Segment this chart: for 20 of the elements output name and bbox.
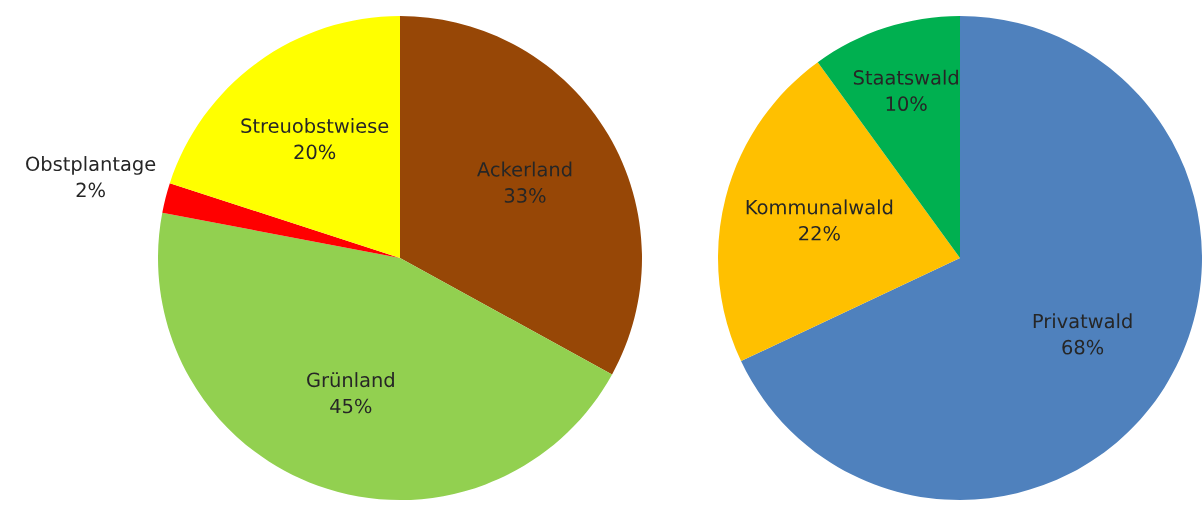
data-label: 45% [330, 398, 372, 414]
slice-label: Streuobstwiese [241, 118, 389, 134]
slice-label: Grünland [307, 372, 394, 388]
data-label: 68% [1062, 339, 1104, 355]
slice-label: Ackerland [477, 161, 572, 177]
slice-label: Kommunalwald [746, 199, 893, 215]
pie-slice [169, 16, 400, 258]
pie-slice [158, 212, 613, 500]
slice-label: Obstplantage [26, 156, 156, 175]
pie-slice [162, 183, 400, 258]
data-label: 20% [294, 144, 336, 160]
pie-slice [718, 62, 960, 362]
slice-label: Privatwald [1033, 313, 1132, 329]
data-label: 22% [799, 225, 840, 241]
pie-slice [400, 16, 642, 375]
data-label: 2% [76, 182, 105, 198]
data-label: 33% [504, 188, 546, 203]
data-label: 10% [886, 96, 927, 112]
slice-label: Staatswald [853, 69, 958, 85]
pie-slice [741, 16, 1202, 500]
